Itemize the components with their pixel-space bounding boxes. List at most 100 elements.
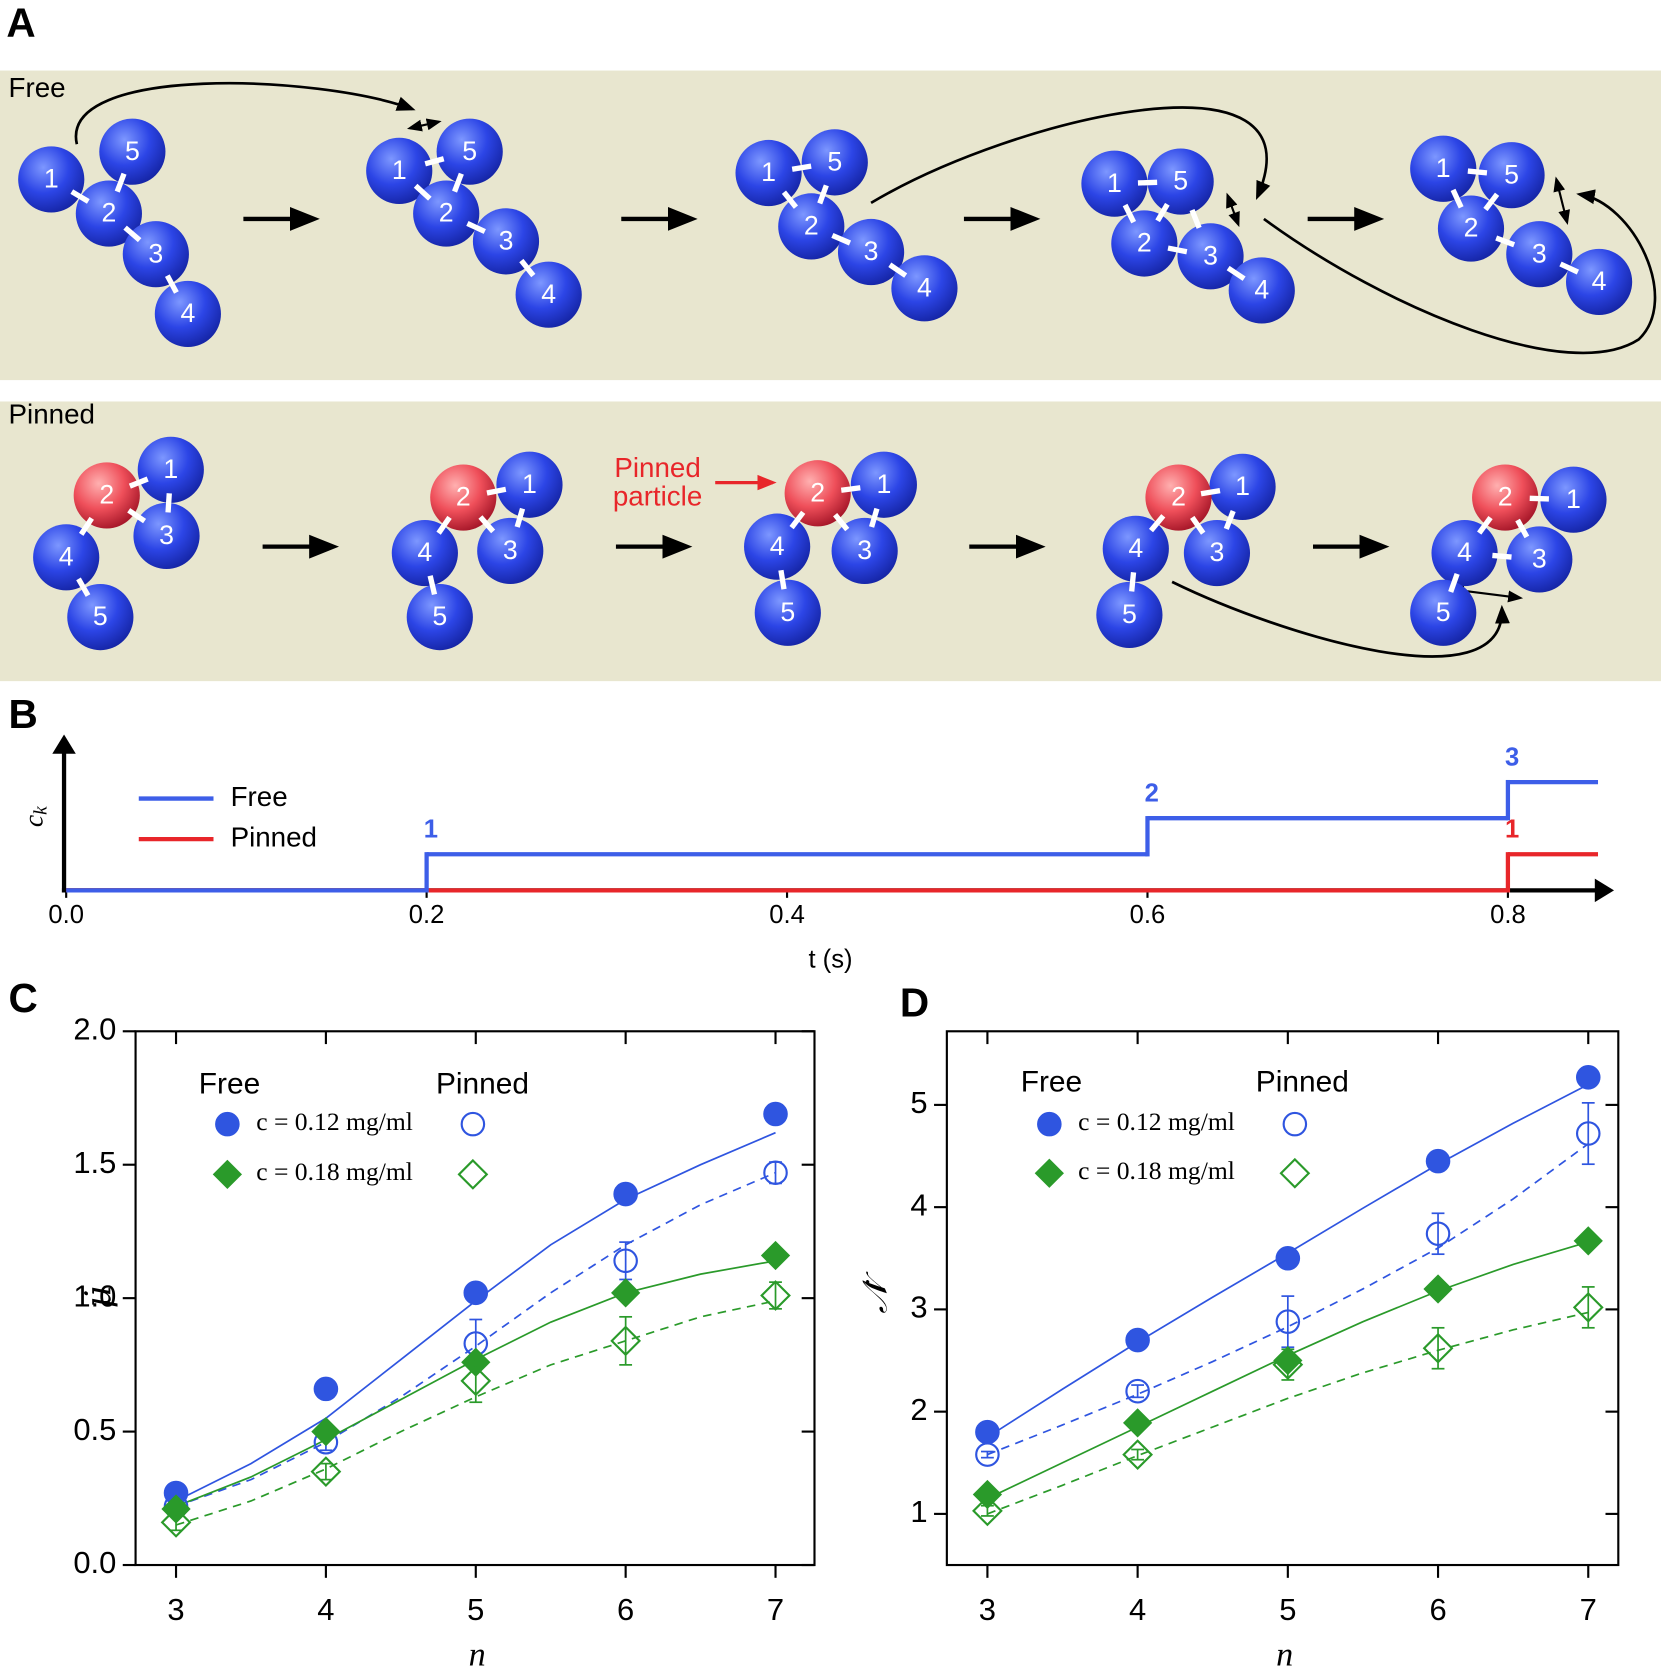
particle-label: 1 (163, 454, 178, 484)
particle (67, 584, 134, 651)
particle (1102, 515, 1169, 582)
x-tick-label: 5 (1279, 1592, 1296, 1627)
bond (165, 493, 172, 513)
particle-label: 2 (456, 482, 471, 512)
bond (1167, 245, 1188, 255)
y-tick-label: 4 (910, 1187, 927, 1222)
step-label: 1 (1505, 816, 1519, 844)
x-tick-label: 6 (1429, 1592, 1446, 1627)
particle-label: 4 (1128, 533, 1143, 563)
error-bar (1281, 1295, 1295, 1349)
error-bar (1131, 1448, 1145, 1461)
particle-label: 1 (392, 155, 407, 185)
bond (478, 515, 496, 534)
data-point (613, 1181, 638, 1207)
particle (744, 513, 811, 580)
y-tick-label: 1.5 (73, 1145, 116, 1180)
particle-label: 1 (44, 164, 59, 194)
particle (1177, 223, 1244, 290)
bond (778, 569, 787, 590)
particle (515, 261, 582, 328)
x-tick-label: 0.6 (1130, 901, 1166, 929)
data-point (463, 1280, 489, 1306)
particle-label: 3 (1203, 240, 1218, 270)
panel-label: B (9, 691, 38, 737)
data-point (1275, 1245, 1301, 1271)
particle-label: 4 (917, 272, 932, 302)
particle-label: 2 (804, 211, 819, 241)
particle-label: 5 (432, 601, 447, 631)
legend-marker (215, 1111, 240, 1137)
legend-marker (1279, 1157, 1311, 1189)
particle-label: 5 (780, 597, 795, 627)
data-point (313, 1376, 339, 1402)
particle (477, 517, 544, 585)
fit-line (987, 1143, 1589, 1456)
diagram-arrows (74, 81, 1657, 658)
particle (1565, 248, 1633, 316)
particle (1081, 150, 1148, 217)
particle (133, 502, 200, 570)
bond (1223, 510, 1236, 530)
bond (869, 507, 880, 528)
particle-label: 5 (1504, 159, 1519, 189)
data-point (760, 1280, 791, 1311)
y-tick-label: 0.0 (73, 1545, 116, 1580)
particle (837, 218, 905, 286)
bond (1129, 572, 1137, 592)
particle (99, 118, 166, 185)
y-tick-label: 5 (910, 1085, 927, 1120)
legend-marker (1034, 1158, 1064, 1188)
legend-header: Pinned (1256, 1065, 1349, 1098)
particle (472, 208, 540, 275)
particle-label: 4 (59, 541, 74, 571)
x-axis-label: n (1276, 1637, 1293, 1674)
particle-label: 3 (1532, 238, 1547, 268)
legend-marker (457, 1158, 489, 1190)
bond (888, 262, 908, 278)
particle (891, 255, 958, 322)
particle-label: 3 (1532, 544, 1547, 574)
particle-label: 1 (1436, 153, 1451, 183)
double-arrow (1553, 176, 1570, 226)
particle (1410, 579, 1477, 646)
x-axis-label: t (s) (808, 946, 852, 974)
panel-label: D (900, 979, 929, 1025)
y-axis-arrow (52, 734, 76, 754)
particle-label: 3 (1210, 537, 1225, 567)
particle (436, 118, 503, 185)
particle (1096, 581, 1163, 649)
particle-label: 2 (810, 477, 825, 507)
data-point (1425, 1148, 1451, 1174)
y-tick-label: 1 (910, 1494, 927, 1529)
x-tick-label: 4 (1129, 1592, 1146, 1627)
particle-label: 1 (876, 469, 891, 499)
row-title: Pinned (9, 399, 95, 430)
legend-label: c = 0.18 mg/ml (1078, 1156, 1235, 1185)
data-point (1122, 1408, 1153, 1438)
panel-label: C (9, 975, 38, 1021)
legend-label: c = 0.12 mg/ml (1078, 1107, 1235, 1136)
particle-label: 2 (99, 480, 114, 510)
legend-header: Free (199, 1068, 260, 1101)
bond (164, 274, 179, 294)
bond (427, 575, 438, 596)
y-tick-label: 2 (910, 1392, 927, 1427)
particle (801, 129, 868, 196)
fit-line (175, 1171, 776, 1508)
bond (424, 156, 445, 167)
y-axis-label: 𝒩̇ (855, 1270, 895, 1313)
error-bar (619, 1315, 633, 1366)
particle-label: 4 (1254, 275, 1269, 305)
bond (514, 507, 526, 528)
particle (1472, 464, 1539, 531)
particle (784, 460, 851, 527)
data-point (972, 1479, 1003, 1510)
legend-marker (1282, 1111, 1308, 1137)
data-point (1422, 1332, 1454, 1364)
double-arrow (406, 118, 442, 132)
